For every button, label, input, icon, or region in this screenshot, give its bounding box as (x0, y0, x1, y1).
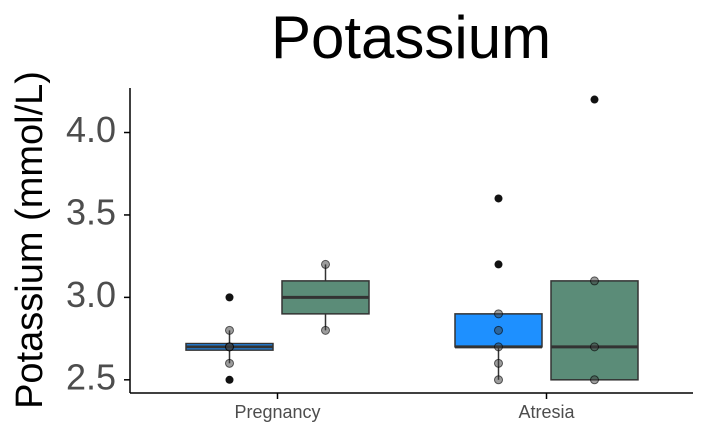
data-point (225, 325, 234, 335)
data-point (225, 342, 234, 352)
data-point (494, 194, 503, 203)
data-point (494, 325, 503, 335)
data-point (590, 342, 599, 352)
box (550, 280, 639, 381)
data-point (494, 358, 503, 368)
data-point (494, 375, 503, 385)
y-tick-label: 4.0 (66, 109, 116, 150)
data-point (494, 309, 503, 319)
y-tick-label: 3.5 (66, 191, 116, 232)
data-point (590, 375, 599, 385)
chart-title: Potassium (271, 4, 551, 71)
data-point (225, 358, 234, 368)
x-tick-label: Atresia (518, 402, 575, 422)
data-point (590, 95, 599, 104)
data-point (590, 276, 599, 286)
x-tick-label: Pregnancy (234, 402, 320, 422)
data-point (321, 259, 330, 269)
y-tick-label: 3.0 (66, 274, 116, 315)
data-point (494, 260, 503, 269)
y-axis-label: Potassium (mmol/L) (9, 71, 51, 409)
data-point (225, 293, 234, 302)
y-tick-label: 2.5 (66, 356, 116, 397)
data-point (321, 325, 330, 335)
data-point (494, 342, 503, 352)
data-point (225, 375, 234, 384)
